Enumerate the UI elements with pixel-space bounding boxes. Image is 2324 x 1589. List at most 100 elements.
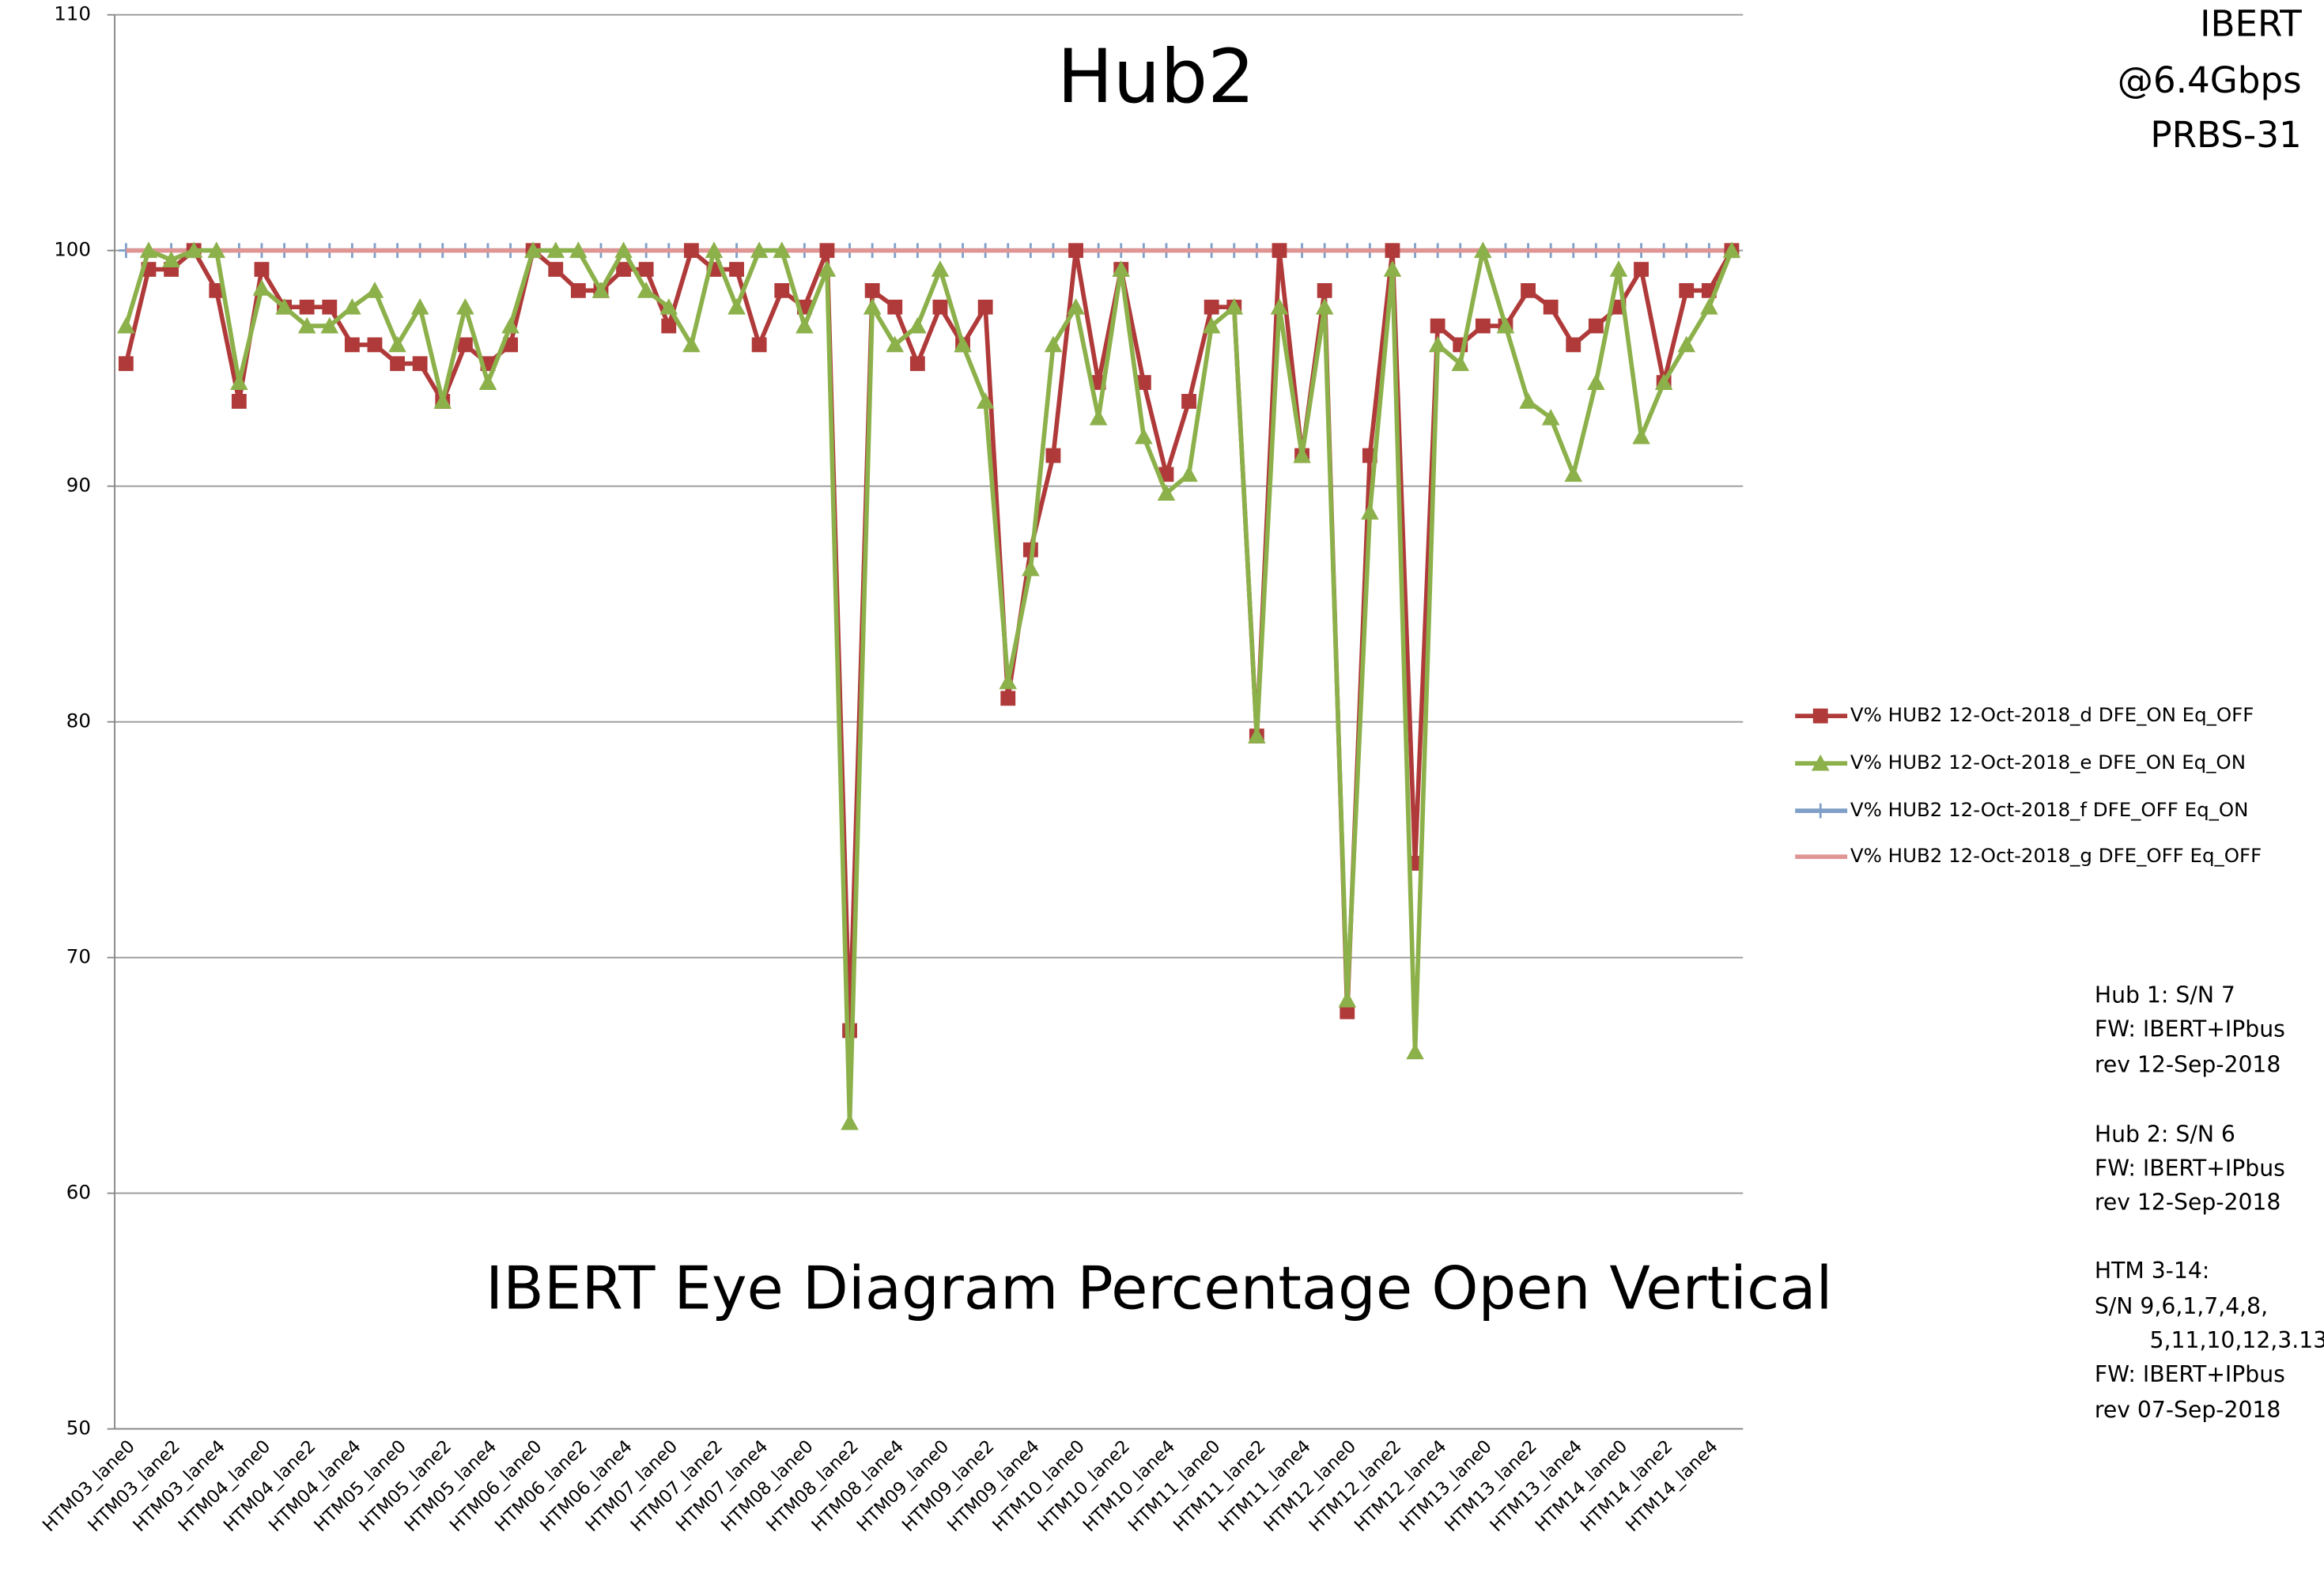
- y-tick-label: 90: [66, 474, 91, 497]
- chart-title: Hub2: [1057, 34, 1255, 120]
- data-point: [231, 394, 247, 409]
- data-point: [751, 337, 767, 353]
- data-point: [818, 260, 837, 277]
- data-point: [548, 262, 564, 277]
- data-point: [614, 241, 633, 259]
- header-note: IBERT: [2200, 3, 2302, 45]
- y-tick-label: 80: [66, 709, 91, 732]
- y-tick-label: 70: [66, 945, 91, 968]
- data-point: [1521, 283, 1536, 298]
- data-point: [1541, 409, 1560, 426]
- side-note: rev 12-Sep-2018: [2095, 1190, 2281, 1216]
- data-point: [1157, 484, 1176, 501]
- data-point: [1136, 375, 1151, 390]
- data-point: [661, 318, 677, 334]
- side-note: FW: IBERT+IPbus: [2095, 1156, 2285, 1182]
- data-point: [616, 262, 631, 277]
- side-note: FW: IBERT+IPbus: [2095, 1361, 2285, 1387]
- data-point: [1181, 394, 1196, 409]
- legend-label: V% HUB2 12-Oct-2018_f DFE_OFF Eq_ON: [1850, 798, 2249, 821]
- legend-label: V% HUB2 12-Oct-2018_d DFE_ON Eq_OFF: [1850, 703, 2254, 726]
- data-point: [1722, 241, 1741, 259]
- data-point: [1045, 448, 1061, 463]
- data-point: [1067, 297, 1085, 315]
- series: [117, 241, 1741, 1130]
- data-point: [457, 337, 473, 353]
- data-point: [638, 262, 654, 277]
- data-point: [1000, 690, 1016, 706]
- y-tick-label: 50: [66, 1417, 91, 1440]
- data-point: [1564, 465, 1583, 482]
- data-point: [795, 316, 814, 334]
- data-point: [1044, 335, 1063, 353]
- data-point: [954, 335, 972, 353]
- data-point: [909, 356, 925, 372]
- data-point: [1293, 446, 1311, 463]
- data-point: [729, 262, 744, 277]
- data-point: [1383, 260, 1402, 277]
- data-point: [931, 260, 950, 277]
- header-note: PRBS-31: [2150, 114, 2301, 156]
- data-point: [999, 672, 1018, 690]
- data-point: [659, 297, 678, 315]
- data-point: [162, 251, 180, 268]
- data-point: [705, 241, 724, 259]
- data-point: [1135, 427, 1153, 445]
- data-point: [252, 279, 271, 296]
- data-point: [1654, 373, 1673, 390]
- data-point: [1634, 262, 1649, 277]
- data-point: [1700, 297, 1718, 315]
- data-point: [367, 337, 383, 353]
- side-note: 5,11,10,12,3.13: [2150, 1327, 2324, 1353]
- data-point: [456, 297, 474, 315]
- data-point: [1089, 409, 1108, 426]
- data-point: [478, 373, 497, 390]
- data-point: [727, 297, 746, 315]
- data-point: [388, 335, 406, 353]
- chart-subtitle: IBERT Eye Diagram Percentage Open Vertic…: [486, 1254, 1833, 1323]
- data-point: [750, 241, 769, 259]
- data-point: [977, 299, 993, 315]
- data-point: [275, 297, 293, 315]
- data-point: [501, 316, 520, 334]
- data-point: [1204, 299, 1219, 315]
- data-point: [1475, 318, 1491, 334]
- data-point: [637, 282, 656, 298]
- data-point: [207, 241, 226, 259]
- data-point: [976, 392, 995, 409]
- series-line: [123, 248, 1734, 1126]
- data-point: [343, 297, 361, 315]
- data-point: [1068, 243, 1083, 259]
- data-point: [1272, 243, 1287, 259]
- data-point: [682, 335, 701, 353]
- side-note: Hub 2: S/N 6: [2095, 1122, 2235, 1148]
- legend-label: V% HUB2 12-Oct-2018_g DFE_OFF Eq_OFF: [1850, 844, 2262, 867]
- data-point: [546, 241, 565, 259]
- data-point: [1340, 1004, 1355, 1020]
- legend-marker: [1812, 708, 1828, 724]
- data-point: [412, 356, 428, 372]
- data-point: [841, 1113, 859, 1130]
- legend-marker: [1812, 803, 1828, 819]
- data-point: [863, 297, 882, 315]
- side-note: rev 12-Sep-2018: [2095, 1052, 2281, 1078]
- data-point: [1338, 991, 1357, 1008]
- data-point: [1609, 260, 1628, 277]
- data-point: [1361, 503, 1379, 520]
- data-point: [433, 392, 452, 409]
- data-point: [1632, 427, 1650, 445]
- data-point: [1587, 373, 1605, 390]
- data-point: [1112, 260, 1131, 277]
- data-point: [909, 316, 927, 334]
- data-point: [410, 297, 429, 315]
- data-point: [1202, 316, 1221, 334]
- data-point: [1180, 465, 1198, 482]
- data-point: [1543, 299, 1559, 315]
- data-point: [297, 316, 316, 334]
- data-point: [365, 282, 384, 298]
- side-note: S/N 9,6,1,7,4,8,: [2095, 1293, 2268, 1319]
- data-point: [591, 282, 610, 298]
- legend-marker: [1811, 754, 1830, 771]
